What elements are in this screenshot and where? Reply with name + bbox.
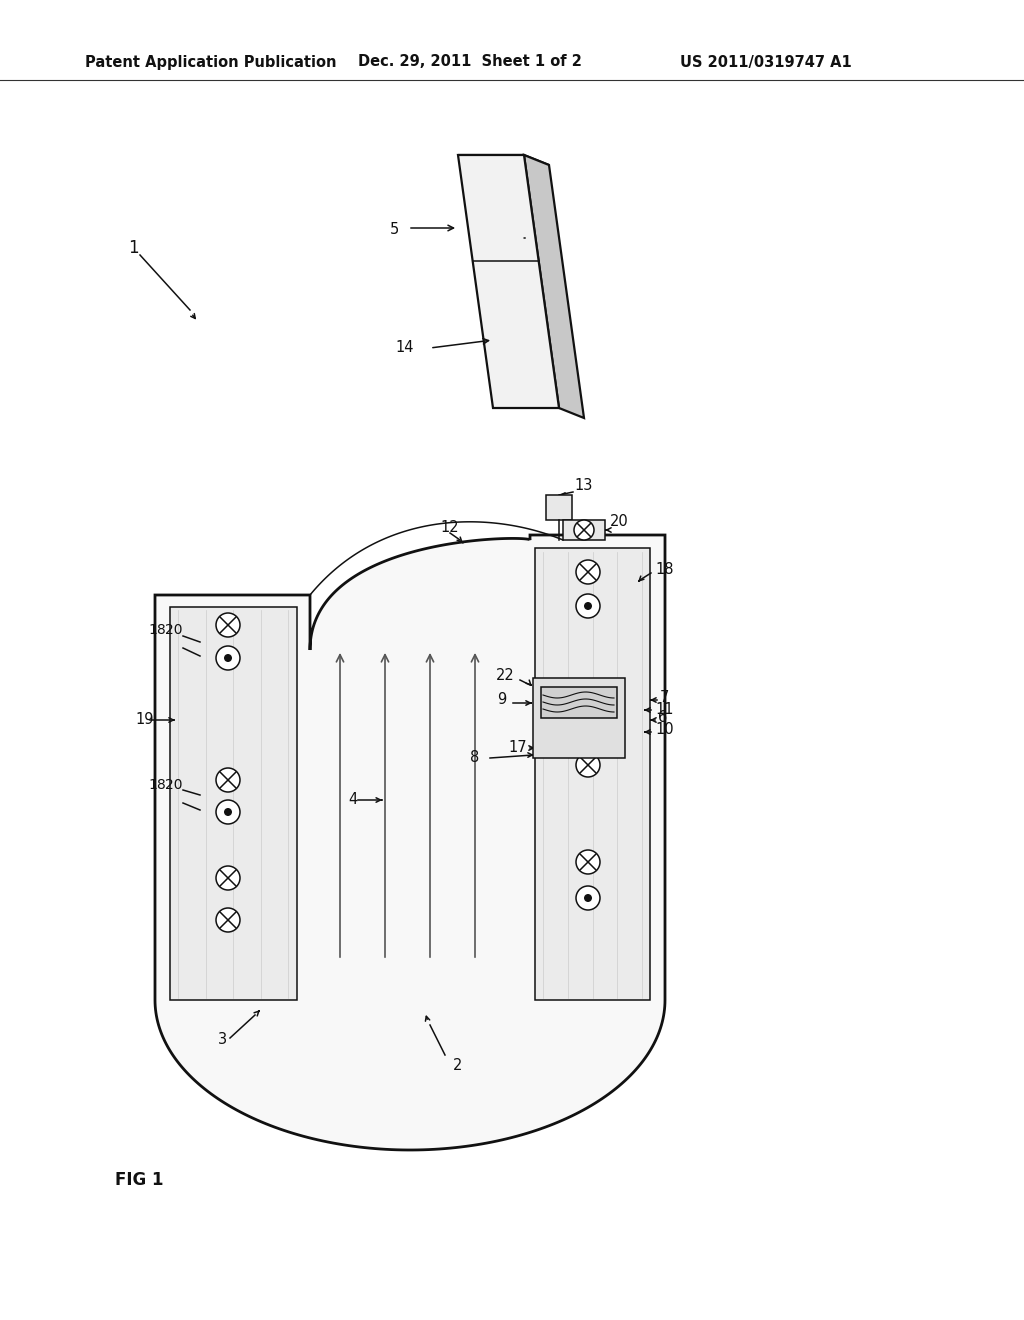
Text: 18: 18: [655, 562, 674, 578]
Text: 7: 7: [660, 690, 670, 705]
Text: 3: 3: [218, 1032, 227, 1048]
Polygon shape: [546, 495, 572, 520]
Polygon shape: [535, 548, 650, 1001]
Circle shape: [575, 594, 600, 618]
Circle shape: [574, 520, 594, 540]
Text: 22: 22: [496, 668, 515, 682]
Polygon shape: [155, 535, 665, 1150]
Text: US 2011/0319747 A1: US 2011/0319747 A1: [680, 54, 852, 70]
Circle shape: [216, 908, 240, 932]
Text: FIG 1: FIG 1: [115, 1171, 164, 1189]
Polygon shape: [458, 154, 559, 408]
Polygon shape: [563, 520, 605, 540]
Circle shape: [216, 645, 240, 671]
Circle shape: [216, 612, 240, 638]
Polygon shape: [534, 678, 625, 758]
Polygon shape: [170, 607, 297, 1001]
Circle shape: [575, 752, 600, 777]
Circle shape: [584, 602, 592, 610]
Text: 20: 20: [165, 623, 182, 638]
Text: 18: 18: [148, 623, 166, 638]
Text: 20: 20: [610, 515, 629, 529]
Circle shape: [584, 894, 592, 902]
Text: 2: 2: [453, 1057, 463, 1072]
Text: 4: 4: [348, 792, 357, 808]
Polygon shape: [541, 686, 617, 718]
Text: 13: 13: [574, 478, 592, 492]
Circle shape: [575, 886, 600, 909]
Text: 10: 10: [655, 722, 674, 738]
Circle shape: [575, 560, 600, 583]
Text: Patent Application Publication: Patent Application Publication: [85, 54, 337, 70]
Text: 12: 12: [440, 520, 459, 536]
Circle shape: [575, 850, 600, 874]
Text: 20: 20: [165, 777, 182, 792]
Circle shape: [216, 768, 240, 792]
Circle shape: [216, 866, 240, 890]
Text: 9: 9: [497, 693, 506, 708]
Text: 6: 6: [658, 710, 668, 726]
Circle shape: [575, 718, 600, 742]
Text: 19: 19: [135, 713, 154, 727]
Text: 18: 18: [148, 777, 166, 792]
Text: 1: 1: [128, 239, 138, 257]
Text: Dec. 29, 2011  Sheet 1 of 2: Dec. 29, 2011 Sheet 1 of 2: [358, 54, 582, 70]
Text: 5: 5: [390, 223, 399, 238]
Circle shape: [216, 800, 240, 824]
Text: 11: 11: [655, 702, 674, 718]
Text: 16: 16: [530, 302, 549, 318]
Circle shape: [224, 808, 232, 816]
Text: 17: 17: [508, 741, 526, 755]
Text: 14: 14: [395, 341, 414, 355]
Polygon shape: [524, 154, 584, 418]
Text: 15: 15: [530, 231, 549, 246]
Polygon shape: [458, 154, 549, 165]
Text: 8: 8: [470, 751, 479, 766]
Circle shape: [224, 653, 232, 663]
